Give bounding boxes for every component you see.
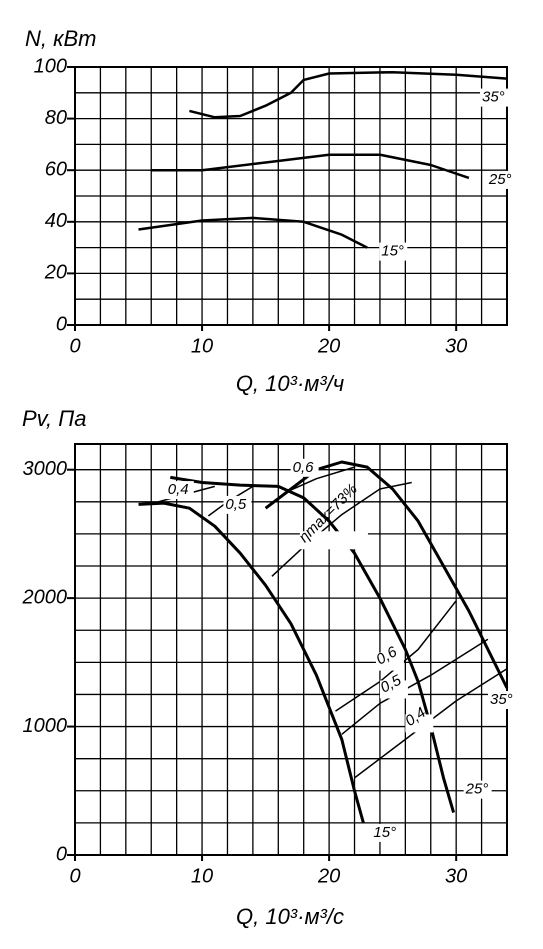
plot-frame bbox=[74, 443, 508, 856]
label-bg bbox=[379, 680, 408, 699]
label-bg bbox=[488, 691, 516, 710]
y-axis-title: N, кВт bbox=[25, 26, 97, 51]
y-tick-label: 2000 bbox=[22, 586, 68, 608]
label-bg bbox=[486, 170, 515, 189]
curve-label: 25° bbox=[488, 171, 512, 188]
label-bg bbox=[290, 458, 319, 477]
y-axis-title: Pv, Па bbox=[22, 406, 86, 431]
curve-label: 35° bbox=[482, 89, 505, 106]
x-tick-label: 0 bbox=[69, 865, 80, 887]
y-tick-label: 100 bbox=[34, 55, 67, 77]
label-bg bbox=[375, 652, 404, 671]
curve bbox=[153, 485, 215, 504]
label-bg bbox=[463, 780, 492, 799]
y-tick-label: 60 bbox=[45, 158, 67, 180]
curve bbox=[284, 466, 355, 494]
x-tick-label: 30 bbox=[445, 865, 467, 887]
curve bbox=[271, 481, 412, 577]
x-axis-title: Q, 10³·м³/ч bbox=[236, 371, 344, 396]
plot-frame bbox=[74, 66, 508, 326]
y-tick-label: 40 bbox=[45, 210, 67, 232]
label-bg bbox=[165, 481, 194, 500]
y-tick-label: 80 bbox=[45, 107, 67, 129]
curve-label: 0,5 bbox=[225, 496, 247, 513]
y-tick-label: 20 bbox=[44, 262, 67, 284]
label-bg bbox=[299, 531, 368, 550]
y-tick-label: 1000 bbox=[23, 715, 68, 737]
curve bbox=[189, 70, 508, 119]
curve-label: 0,4 bbox=[168, 481, 189, 498]
y-tick-label: 0 bbox=[56, 313, 67, 335]
label-bg bbox=[371, 823, 400, 842]
curve-label: 15° bbox=[373, 824, 396, 841]
x-tick-label: 30 bbox=[445, 335, 467, 357]
curve-label: 15° bbox=[381, 243, 404, 260]
label-bg bbox=[480, 88, 508, 107]
curve bbox=[151, 153, 470, 180]
y-tick-label: 3000 bbox=[23, 458, 68, 480]
x-axis-title: Q, 10³·м³/с bbox=[236, 904, 344, 929]
x-tick-label: 10 bbox=[191, 865, 213, 887]
x-tick-label: 0 bbox=[69, 335, 80, 357]
curve-label: 25° bbox=[465, 781, 489, 798]
x-tick-label: 10 bbox=[191, 335, 213, 357]
curve bbox=[138, 501, 365, 824]
curve bbox=[138, 216, 368, 249]
label-bg bbox=[379, 242, 408, 261]
label-bg bbox=[405, 714, 434, 733]
x-tick-label: 20 bbox=[317, 865, 340, 887]
curve-label: 35° bbox=[490, 691, 513, 708]
curve-label: 0,6 bbox=[293, 459, 315, 476]
y-tick-label: 0 bbox=[56, 843, 67, 865]
label-bg bbox=[223, 495, 252, 514]
x-tick-label: 20 bbox=[317, 335, 340, 357]
